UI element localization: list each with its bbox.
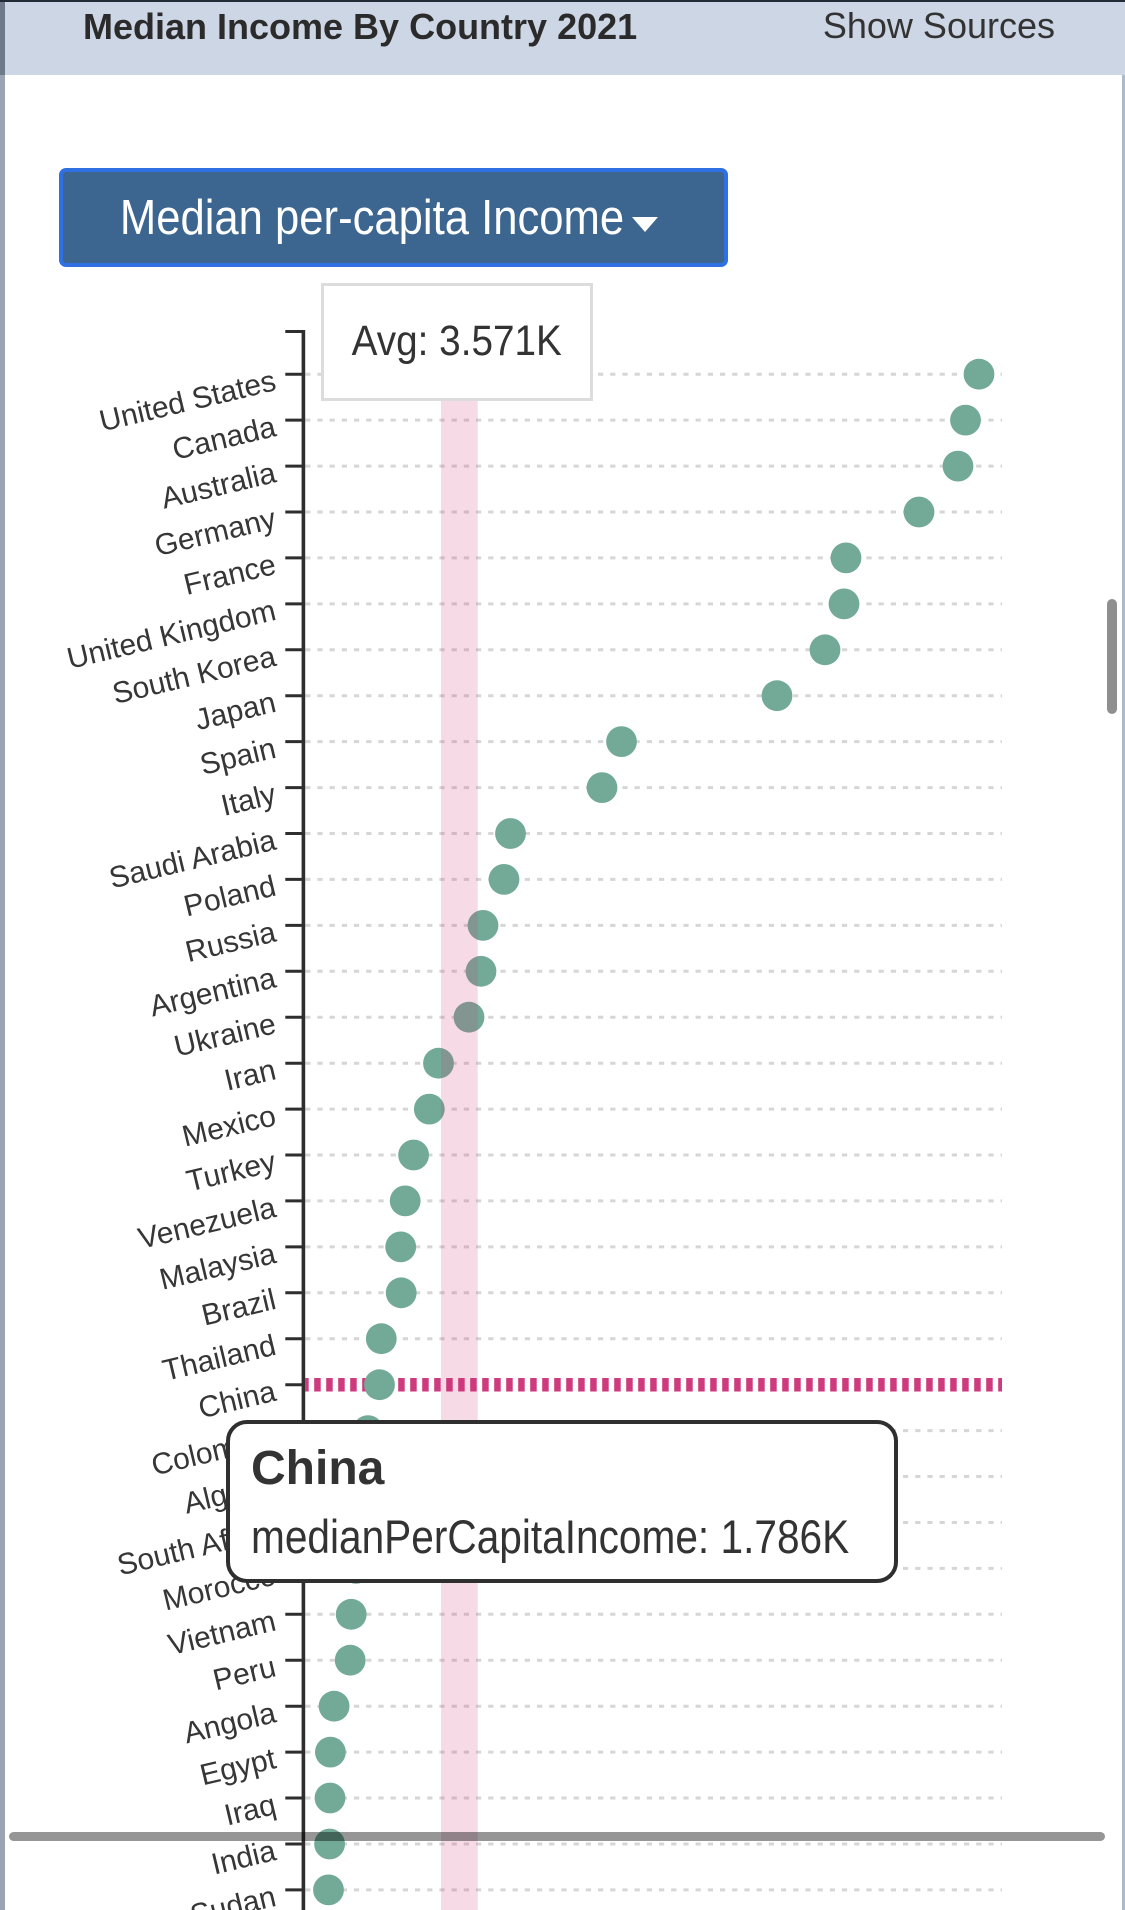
svg-text:Italy: Italy: [218, 778, 279, 823]
svg-text:Angola: Angola: [181, 1696, 280, 1750]
svg-text:Iraq: Iraq: [221, 1788, 279, 1832]
svg-text:China: China: [195, 1375, 279, 1425]
svg-text:Peru: Peru: [210, 1651, 279, 1698]
svg-text:Iran: Iran: [221, 1054, 279, 1098]
svg-text:France: France: [181, 548, 279, 602]
svg-text:Egypt: Egypt: [197, 1742, 280, 1792]
svg-text:India: India: [208, 1834, 279, 1881]
svg-text:Brazil: Brazil: [199, 1283, 280, 1332]
svg-text:Russia: Russia: [182, 916, 279, 969]
svg-text:Sudan: Sudan: [187, 1880, 279, 1910]
svg-text:Poland: Poland: [181, 870, 280, 924]
svg-text:Japan: Japan: [192, 686, 279, 737]
svg-text:Mexico: Mexico: [179, 1099, 279, 1153]
svg-text:Turkey: Turkey: [183, 1145, 279, 1198]
svg-text:Spain: Spain: [197, 732, 279, 782]
